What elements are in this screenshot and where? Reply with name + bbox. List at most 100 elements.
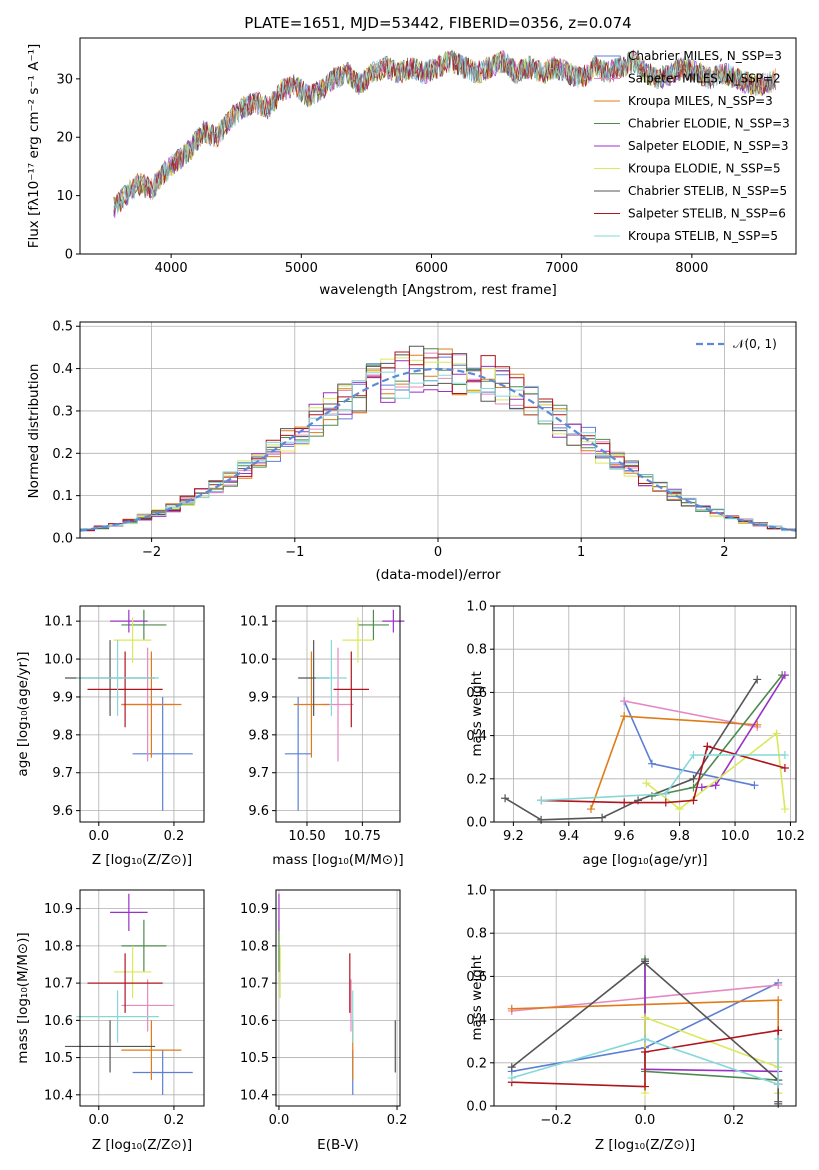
- weight-vs-age-marker: [661, 798, 670, 807]
- mass-vs-ebv-xtick-label: 0.0: [269, 1113, 290, 1128]
- weight-vs-age-xtick-label: 10.0: [721, 829, 750, 844]
- mass-vs-z-ytick-label: 10.5: [44, 1051, 73, 1066]
- age-vs-mass-ytick-label: 9.8: [248, 728, 269, 743]
- legend-entry-5: Salpeter ELODIE, N_SSP=3: [628, 139, 789, 153]
- age-vs-mass-panel: 10.50 10.75 9.6 9.7 9.8 9.9 10.0 10.1 mass [log…: [240, 605, 405, 868]
- mass-vs-z-ylabel: mass [log₁₀(M/M⊙)]: [15, 932, 31, 1063]
- weight-vs-z-marker: [774, 996, 783, 1005]
- age-vs-mass-xtick-label: 10.50: [288, 829, 325, 844]
- weight-vs-age-xlabel: age [log₁₀(age/yr)]: [582, 852, 707, 868]
- weight-vs-age-marker: [647, 759, 656, 768]
- weight-vs-age-xtick-label: 10.2: [776, 829, 805, 844]
- weight-vs-age-marker: [697, 783, 706, 792]
- residual-histogram: [80, 351, 796, 531]
- weight-vs-z-marker: [641, 1048, 649, 1056]
- weight-vs-z-marker: [641, 1082, 649, 1091]
- age-vs-mass-xlabel: mass [log₁₀(M/M⊙)]: [272, 852, 403, 868]
- spectrum-xtick-label: 8000: [675, 261, 708, 276]
- age-vs-z-ytick-label: 9.9: [52, 690, 73, 705]
- spectrum-line: [113, 49, 776, 214]
- mass-vs-ebv-ytick-label: 10.4: [240, 1088, 269, 1103]
- spectrum-legend: Chabrier MILES, N_SSP=3 Salpeter MILES, …: [628, 49, 790, 243]
- mass-vs-z-xtick-label: 0.2: [164, 1113, 185, 1128]
- residuals-ytick-label: 0.2: [52, 447, 73, 462]
- weight-vs-age-marker: [753, 675, 762, 684]
- age-vs-mass-ytick-label: 10.1: [240, 615, 269, 630]
- weight-vs-z-xtick-label: 0.2: [723, 1113, 744, 1128]
- weight-vs-z-line: [511, 1038, 779, 1086]
- mass-vs-ebv-xtick-label: 0.2: [387, 1113, 408, 1128]
- weight-vs-z-panel: −0.2 0.0 0.2 0.0 0.2 0.4 0.6 0.8 1.0 Z [log₁₀(Z/…: [466, 884, 797, 1153]
- weight-vs-z-ytick-label: 0.4: [466, 1013, 487, 1028]
- residuals-ytick-label: 0.3: [52, 404, 73, 419]
- weight-vs-age-marker: [620, 798, 629, 807]
- figure-title: PLATE=1651, MJD=53442, FIBERID=0356, z=0…: [244, 14, 631, 32]
- residual-histogram: [80, 345, 796, 531]
- weight-vs-z-ytick-label: 0.6: [466, 970, 487, 985]
- mass-vs-z-ytick-label: 10.6: [44, 1014, 73, 1029]
- age-vs-mass-ytick-label: 9.7: [248, 766, 269, 781]
- age-vs-z-xlabel: Z [log₁₀(Z/Z⊙)]: [92, 852, 192, 868]
- residuals-ytick-label: 0.4: [52, 362, 73, 377]
- weight-vs-z-ytick-label: 0.2: [466, 1056, 487, 1071]
- weight-vs-age-line: [504, 678, 758, 821]
- residuals-xtick-label: −2: [142, 545, 161, 560]
- weight-vs-age-marker: [689, 774, 698, 783]
- age-vs-z-xtick-label: 0.2: [164, 829, 185, 844]
- weight-vs-z-line: [644, 961, 779, 1073]
- age-vs-z-ytick-label: 10.1: [44, 615, 73, 630]
- spectrum-panel: 4000 5000 6000 7000 8000 0 10 20 30 wavelength […: [26, 37, 797, 298]
- weight-vs-z-xtick-label: −0.2: [540, 1113, 572, 1128]
- residuals-xtick-label: 0: [434, 545, 442, 560]
- residuals-frame: [79, 321, 797, 539]
- spectrum-ytick-label: 10: [56, 189, 73, 204]
- age-vs-z-panel: 0.0 0.2 9.6 9.7 9.8 9.9 10.0 10.1 Z [log₁₀(Z/Z⊙…: [15, 605, 205, 868]
- age-vs-z-ylabel: age [log₁₀(age/yr)]: [15, 651, 31, 776]
- weight-vs-z-marker: [507, 1073, 516, 1082]
- weight-vs-z-xtick-label: 0.0: [635, 1113, 656, 1128]
- mass-vs-z-ytick-label: 10.9: [44, 902, 73, 917]
- age-vs-mass-frame: [275, 605, 401, 823]
- mass-vs-z-xlabel: Z [log₁₀(Z/Z⊙)]: [92, 1137, 192, 1153]
- spectrum-xlabel: wavelength [Angstrom, rest frame]: [319, 282, 557, 298]
- weight-vs-z-marker: [641, 1035, 649, 1044]
- weight-vs-age-marker: [642, 779, 651, 788]
- weight-vs-age-xtick-label: 9.6: [614, 829, 635, 844]
- weight-vs-age-marker: [750, 781, 759, 790]
- mass-vs-ebv-ytick-label: 10.9: [240, 902, 269, 917]
- weight-vs-age-ytick-label: 0.2: [466, 772, 487, 787]
- weight-vs-age-xtick-label: 9.4: [558, 829, 579, 844]
- residuals-xtick-label: −1: [285, 545, 304, 560]
- mass-vs-z-frame: [79, 889, 205, 1107]
- spectrum-xtick-label: 5000: [285, 261, 318, 276]
- mass-vs-ebv-ytick-label: 10.8: [240, 939, 269, 954]
- weight-vs-age-marker: [661, 789, 670, 798]
- spectrum-frame: [79, 37, 797, 255]
- weight-vs-age-ytick-label: 1.0: [466, 600, 487, 615]
- weight-vs-z-marker: [641, 959, 649, 968]
- spectrum-ylabel: Flux [fλ10⁻¹⁷ erg cm⁻² s⁻¹ A⁻¹]: [26, 44, 42, 249]
- weight-vs-z-marker: [774, 1035, 783, 1044]
- weight-vs-age-plot-area: 9.2 9.4 9.6 9.8 10.0 10.2 0.0 0.2 0.4 0.6 0.8 1.0: [466, 600, 805, 845]
- weight-vs-age-marker: [703, 742, 712, 751]
- weight-vs-age-ylabel: mass weight: [469, 671, 485, 756]
- weight-vs-age-line: [541, 754, 785, 802]
- weight-vs-age-marker: [537, 796, 546, 805]
- normal-legend-label: 𝒩(0, 1): [733, 337, 777, 351]
- legend-entry-6: Kroupa ELODIE, N_SSP=5: [628, 162, 781, 176]
- spectrum-ytick-label: 20: [56, 131, 73, 146]
- age-vs-z-ytick-label: 9.6: [52, 804, 73, 819]
- weight-vs-z-marker: [507, 1004, 516, 1013]
- age-vs-z-ytick-label: 9.8: [52, 728, 73, 743]
- legend-entry-9: Kroupa STELIB, N_SSP=5: [628, 229, 778, 243]
- residuals-xtick-label: 1: [577, 545, 585, 560]
- legend-entry-3: Kroupa MILES, N_SSP=3: [628, 94, 773, 108]
- weight-vs-z-ytick-label: 1.0: [466, 884, 487, 899]
- weight-vs-age-line: [701, 674, 786, 789]
- weight-vs-age-line: [541, 745, 786, 804]
- weight-vs-age-marker: [620, 712, 629, 721]
- spectrum-ytick-label: 30: [56, 72, 73, 87]
- weight-vs-age-panel: 9.2 9.4 9.6 9.8 10.0 10.2 0.0 0.2 0.4 0.6 0.8 1.0 a…: [466, 600, 805, 869]
- age-vs-mass-xtick-label: 10.75: [344, 829, 381, 844]
